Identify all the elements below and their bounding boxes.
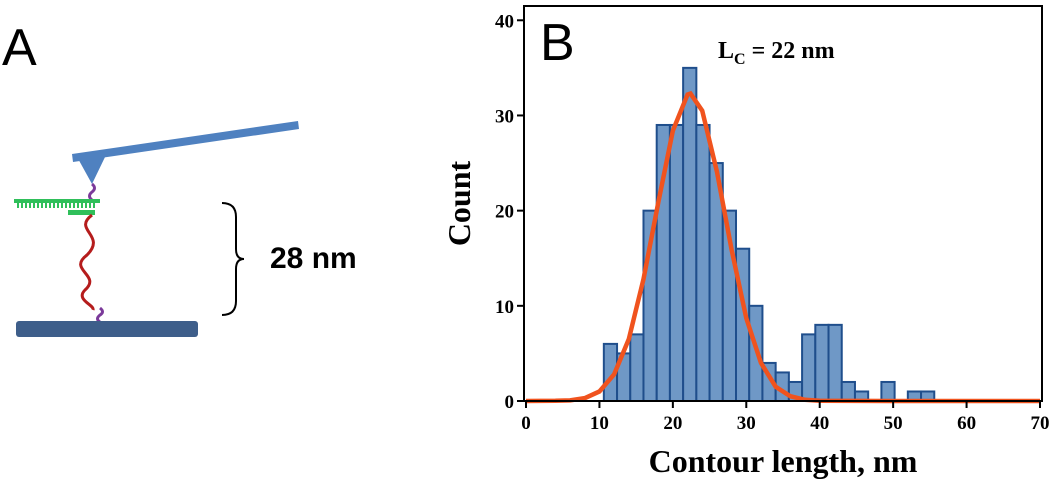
bar — [814, 323, 830, 402]
bar — [695, 123, 711, 403]
base-pairs — [17, 203, 95, 208]
bar — [840, 380, 856, 403]
annotation-sub: C — [734, 51, 746, 68]
linker — [88, 182, 96, 202]
chart: 0 10 20 30 40 50 60 70 0 10 20 30 40 Contour length, … — [441, 5, 1050, 479]
dna-strand — [14, 199, 100, 203]
linker — [96, 306, 104, 324]
x-tick-label: 10 — [590, 413, 609, 434]
tip — [76, 155, 106, 184]
x-tick-label: 40 — [810, 413, 829, 434]
x-tick-label: 60 — [957, 413, 976, 434]
plot-frame — [523, 5, 1043, 402]
bar — [668, 123, 685, 403]
y-axis-label: Count — [441, 160, 477, 246]
cantilever — [72, 121, 299, 162]
substrate — [16, 321, 198, 337]
brace — [221, 202, 245, 316]
bar — [629, 333, 645, 403]
dna-strand — [68, 210, 95, 215]
x-tick-label: 50 — [884, 413, 903, 434]
fit-curve — [525, 90, 1040, 404]
panel-label: B — [540, 14, 575, 72]
annotation-rest: = 22 nm — [746, 38, 835, 64]
annotation-main: L — [718, 38, 734, 64]
bar — [801, 333, 817, 403]
x-axis-label: Contour length, nm — [649, 443, 918, 479]
panel-label: A — [2, 19, 37, 77]
x-tick-label: 0 — [521, 413, 531, 434]
bar — [827, 323, 843, 402]
x-tick-label: 30 — [737, 413, 756, 434]
bar — [682, 66, 698, 403]
x-tick-label: 70 — [1031, 413, 1050, 434]
y-tick-label: 0 — [505, 392, 515, 413]
x-tick-label: 20 — [663, 413, 682, 434]
y-tick-label: 40 — [495, 11, 514, 32]
polymer — [79, 213, 95, 311]
bar — [655, 123, 671, 403]
bar — [880, 380, 896, 403]
y-tick-label: 20 — [495, 202, 514, 223]
distance-label: 28 nm — [270, 242, 357, 275]
y-tick-label: 10 — [495, 297, 514, 318]
y-tick-label: 30 — [495, 106, 514, 127]
annotation: LC = 22 nm — [718, 38, 835, 68]
